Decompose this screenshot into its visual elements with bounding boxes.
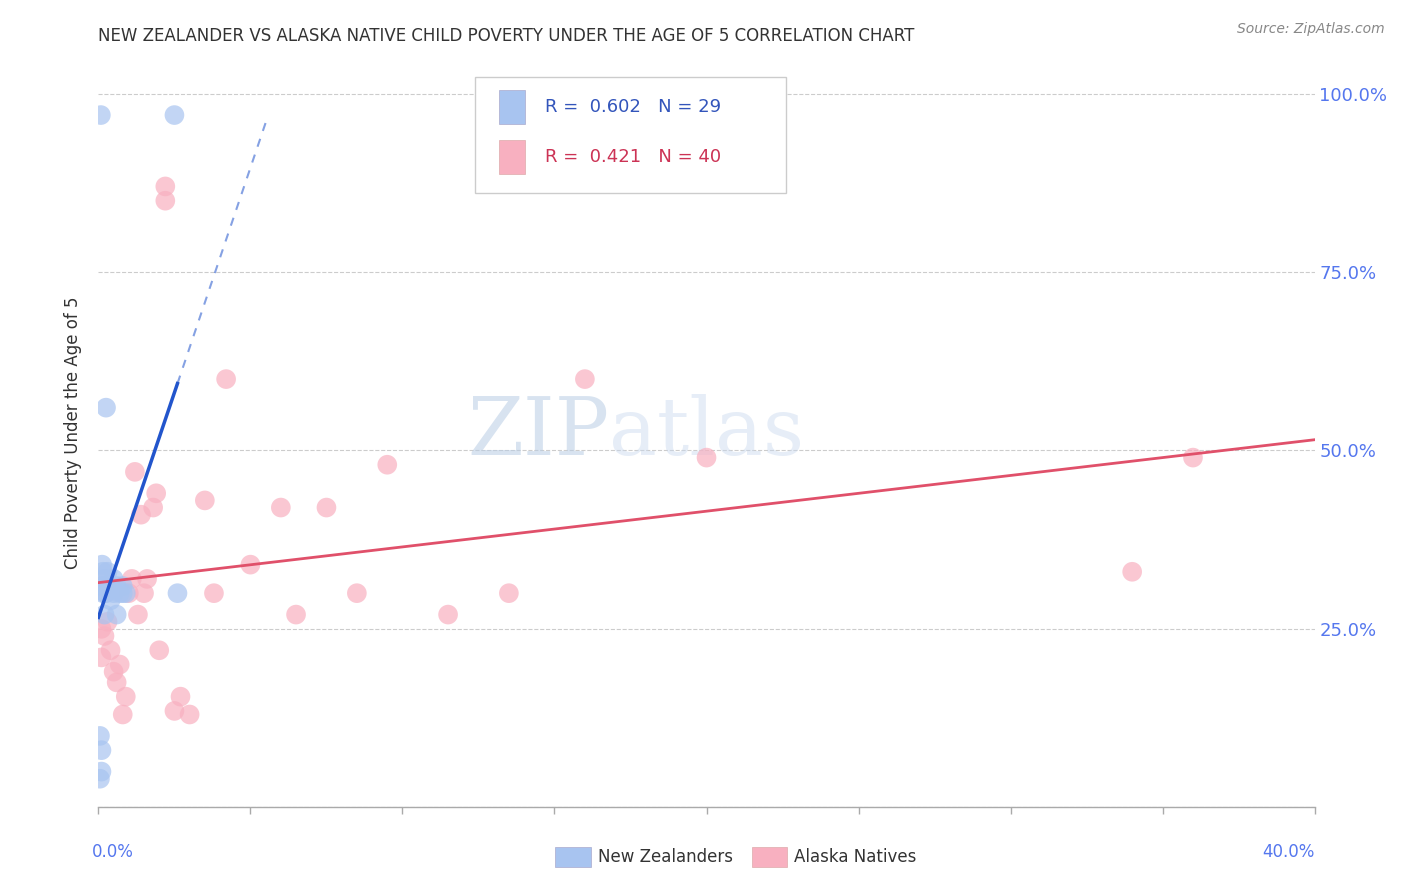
Point (103, 665, 125, 679)
Point (91, 558, 114, 572)
Point (118, 586, 141, 600)
Point (108, 586, 131, 600)
Point (94, 401, 117, 415)
Text: Source: ZipAtlas.com: Source: ZipAtlas.com (1237, 22, 1385, 37)
Text: 40.0%: 40.0% (1263, 843, 1315, 861)
Point (89, 772, 111, 786)
Point (89, 729, 111, 743)
Point (111, 579, 134, 593)
Point (90, 743, 112, 757)
Point (91, 586, 114, 600)
Point (108, 657, 131, 672)
Point (90, 650, 112, 665)
Point (179, 707, 201, 722)
Point (93, 629, 115, 643)
Text: R =  0.602   N = 29: R = 0.602 N = 29 (544, 98, 721, 116)
Point (90, 622, 112, 636)
Point (94, 579, 117, 593)
Point (111, 707, 134, 722)
Point (114, 690, 136, 704)
FancyBboxPatch shape (499, 90, 526, 124)
Point (94, 586, 117, 600)
Point (103, 586, 125, 600)
Point (315, 500, 337, 515)
Point (96, 615, 118, 629)
Point (105, 675, 128, 690)
Point (127, 607, 149, 622)
Point (129, 508, 152, 522)
Point (1121, 565, 1143, 579)
Point (498, 586, 520, 600)
Point (96, 565, 118, 579)
Text: R =  0.421   N = 40: R = 0.421 N = 40 (544, 148, 721, 166)
Point (1182, 450, 1205, 465)
Point (346, 586, 368, 600)
Point (166, 586, 188, 600)
Point (93, 572, 115, 586)
Point (437, 607, 460, 622)
Point (148, 643, 170, 657)
Point (163, 108, 186, 122)
Point (114, 586, 136, 600)
Text: ZIP: ZIP (467, 393, 609, 472)
Text: NEW ZEALANDER VS ALASKA NATIVE CHILD POVERTY UNDER THE AGE OF 5 CORRELATION CHAR: NEW ZEALANDER VS ALASKA NATIVE CHILD POV… (98, 28, 915, 45)
Point (96, 579, 118, 593)
Point (100, 643, 122, 657)
Point (136, 572, 159, 586)
Point (121, 572, 143, 586)
Point (100, 593, 122, 607)
Point (285, 607, 308, 622)
Point (239, 558, 262, 572)
Point (145, 486, 167, 500)
Point (270, 500, 292, 515)
Text: Alaska Natives: Alaska Natives (794, 848, 917, 866)
Point (163, 704, 186, 718)
Text: 0.0%: 0.0% (91, 843, 134, 861)
Point (132, 586, 155, 600)
Point (91, 579, 114, 593)
Point (100, 579, 122, 593)
Point (105, 607, 128, 622)
Point (90, 108, 112, 122)
Y-axis label: Child Poverty Under the Age of 5: Child Poverty Under the Age of 5 (65, 296, 83, 569)
Point (155, 179, 177, 194)
Point (93, 607, 115, 622)
Point (103, 572, 125, 586)
Point (375, 458, 398, 472)
Point (155, 194, 177, 208)
Point (105, 579, 128, 593)
Point (169, 690, 191, 704)
FancyBboxPatch shape (499, 140, 526, 174)
Point (142, 500, 165, 515)
Point (574, 372, 596, 386)
Point (91, 565, 114, 579)
Point (696, 450, 718, 465)
Point (215, 372, 238, 386)
Text: New Zealanders: New Zealanders (598, 848, 733, 866)
Point (111, 586, 134, 600)
Point (194, 493, 217, 508)
Text: atlas: atlas (609, 393, 804, 472)
Point (90, 764, 112, 779)
Point (94, 586, 117, 600)
FancyBboxPatch shape (475, 77, 786, 193)
Point (202, 586, 225, 600)
Point (124, 465, 146, 479)
